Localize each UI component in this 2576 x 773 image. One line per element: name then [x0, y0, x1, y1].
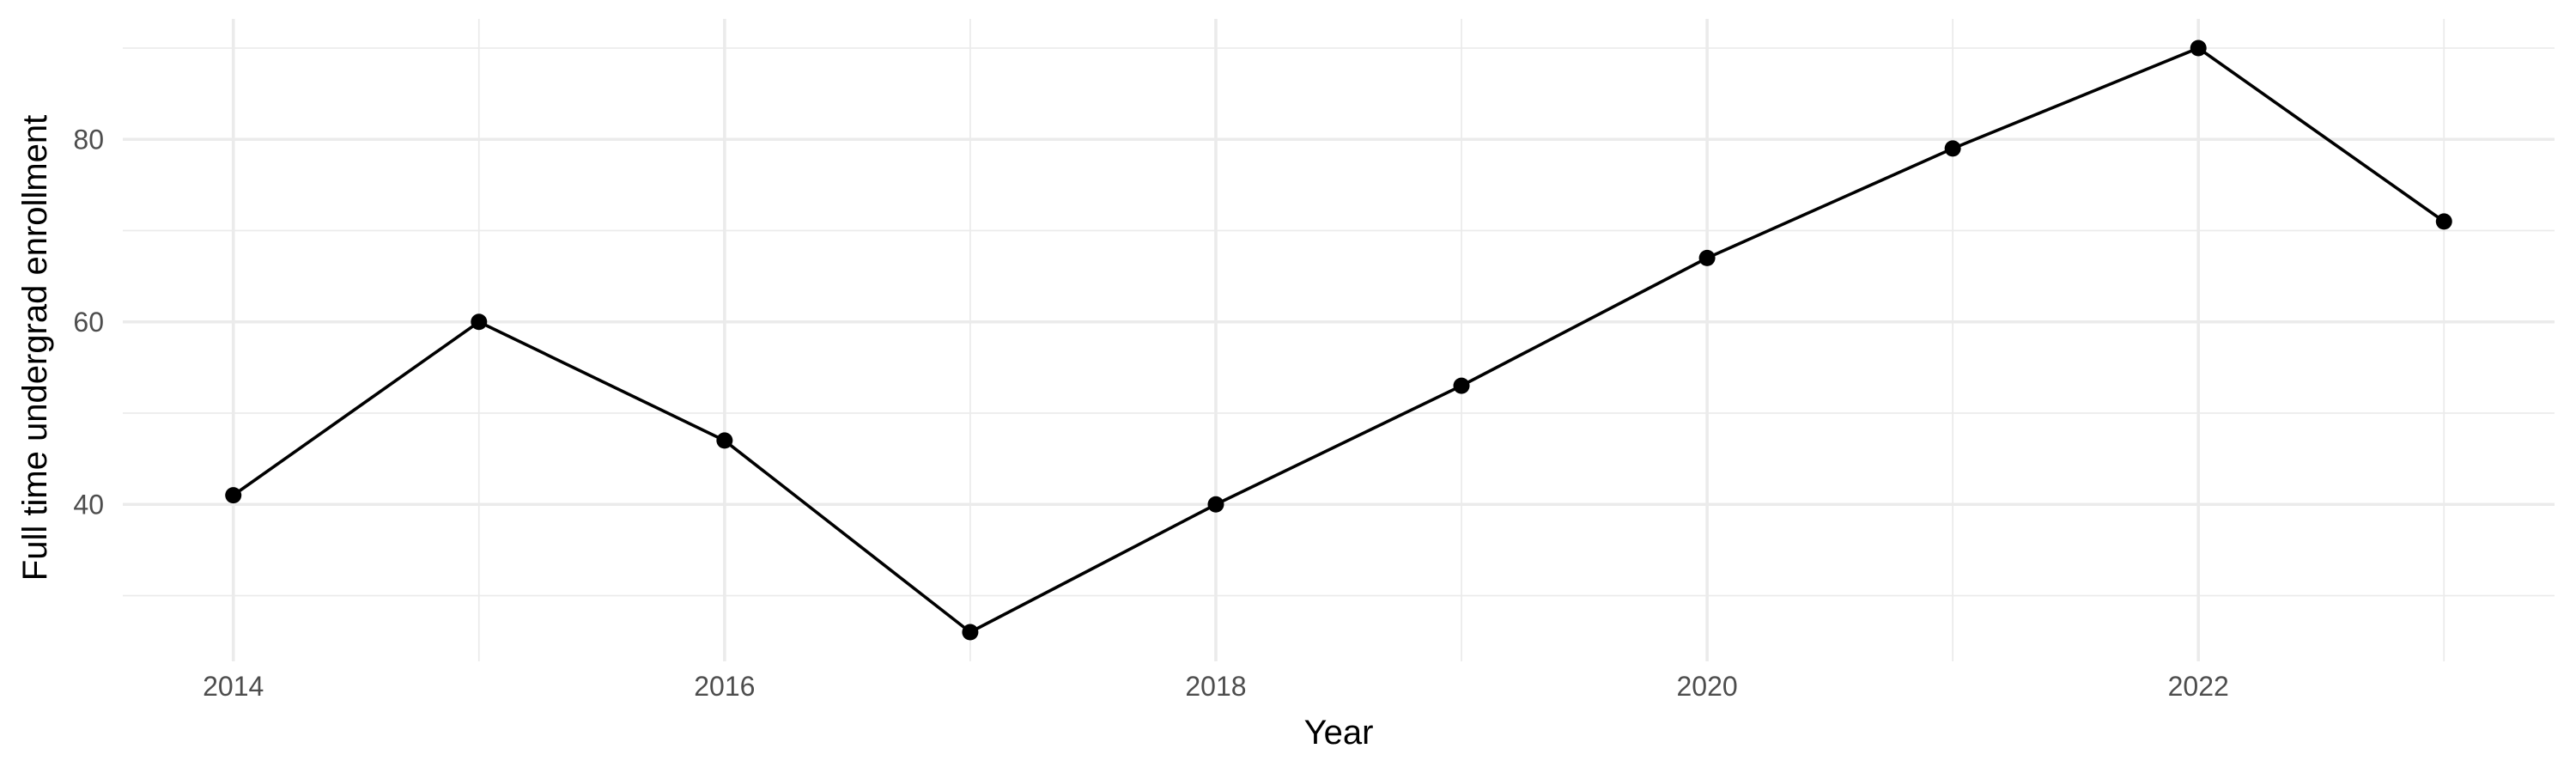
data-point: [2435, 213, 2452, 230]
x-tick-label: 2016: [694, 671, 755, 702]
data-point: [1944, 140, 1961, 157]
major-gridlines: [123, 19, 2555, 661]
data-point: [225, 487, 242, 504]
y-tick-label: 80: [73, 124, 104, 155]
y-axis-tick-labels: 40 60 80: [73, 124, 104, 520]
data-point: [1207, 496, 1224, 513]
series-line: [232, 46, 2445, 634]
data-point: [1698, 249, 1716, 266]
y-tick-label: 40: [73, 489, 104, 520]
series-layer: [225, 40, 2452, 641]
x-axis-tick-labels: 2014 2016 2018 2020 2022: [203, 671, 2229, 702]
data-point: [471, 313, 488, 331]
x-tick-label: 2014: [203, 671, 264, 702]
data-point: [716, 432, 733, 449]
x-tick-label: 2020: [1676, 671, 1737, 702]
data-point: [1453, 377, 1470, 394]
minor-gridlines: [123, 19, 2555, 661]
x-tick-label: 2022: [2168, 671, 2229, 702]
x-tick-label: 2018: [1185, 671, 1246, 702]
x-axis-title: Year: [1304, 714, 1374, 752]
data-point: [962, 624, 979, 641]
data-point: [2190, 40, 2207, 57]
y-axis-title: Full time undergrad enrollment: [16, 115, 54, 581]
y-tick-label: 60: [73, 307, 104, 338]
